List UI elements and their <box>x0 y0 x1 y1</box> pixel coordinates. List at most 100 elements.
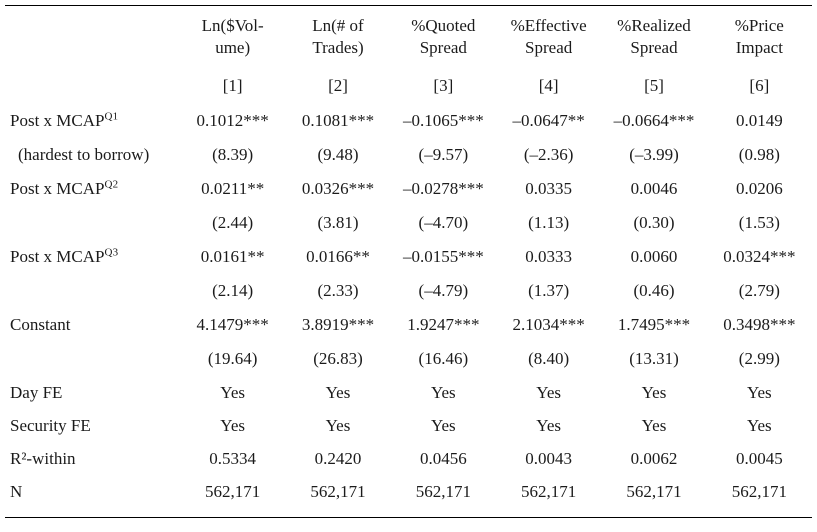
column-header: %Price Impact <box>707 6 812 68</box>
table-cell: 4.1479*** <box>196 315 269 334</box>
table-cell: (26.83) <box>313 349 363 368</box>
table-cell: (1.37) <box>528 281 570 300</box>
row-label-text: Day FE <box>10 382 63 402</box>
row-label <box>5 342 180 376</box>
table-cell: –0.0155*** <box>402 247 484 266</box>
table-cell: 0.0335 <box>525 179 573 198</box>
column-number: [2] <box>328 76 348 95</box>
column-header-line2: Spread <box>630 38 678 57</box>
table-cell: 0.0149 <box>735 111 783 130</box>
regression-table-grid: Ln($Vol-ume) Ln(# of Trades) %Quoted Spread%… <box>5 6 812 508</box>
table-cell: (16.46) <box>418 349 469 368</box>
column-number: [3] <box>433 76 454 95</box>
row-label-text: Security FE <box>10 415 91 435</box>
table-body: Post x MCAPQ1 0.1012*** 0.1081*** –0.1065**… <box>5 104 812 508</box>
table-cell: 562,171 <box>415 481 471 501</box>
table-cell: 0.0333 <box>525 247 573 266</box>
table-cell: 562,171 <box>731 481 787 501</box>
column-header-line1: %Realized <box>617 16 691 35</box>
column-header-line2: ume) <box>215 38 251 57</box>
row-label-text: Post x MCAP <box>10 179 105 198</box>
table-cell: 0.0456 <box>419 448 467 468</box>
column-header-line1: Ln($Vol- <box>201 16 264 35</box>
row-label-superscript: Q3 <box>104 246 119 259</box>
column-header-line1: %Quoted <box>411 16 476 35</box>
table-cell: (2.99) <box>738 349 780 368</box>
row-label-text: Post x MCAP <box>10 111 105 130</box>
column-header-line2: Spread <box>419 38 467 57</box>
header-stub <box>5 6 180 68</box>
table-row: (2.14) (2.33) (–4.79) (1.37) (0.46) (2.79) <box>5 274 812 308</box>
table-row: Day FE Yes Yes Yes Yes Yes Yes <box>5 376 812 409</box>
table-cell: (–2.36) <box>523 145 574 164</box>
table-cell: –0.0664*** <box>613 111 695 130</box>
table-row: R²-within 0.5334 0.2420 0.0456 0.0043 0.0062 0… <box>5 442 812 475</box>
table-cell: 562,171 <box>205 481 261 501</box>
table-row: Security FE Yes Yes Yes Yes Yes Yes <box>5 409 812 442</box>
table-cell: 1.9247*** <box>407 315 480 334</box>
table-cell: Yes <box>536 415 562 435</box>
table-cell: 3.8919*** <box>301 315 375 334</box>
table-cell: 0.1081*** <box>301 111 375 130</box>
table-cell: 562,171 <box>521 481 577 501</box>
column-header-line1: %Effective <box>510 16 587 35</box>
column-number: [6] <box>749 76 770 95</box>
table-cell: –0.1065*** <box>402 111 484 130</box>
column-header-row: Ln($Vol-ume) Ln(# of Trades) %Quoted Spread%… <box>5 6 812 68</box>
table-cell: –0.0647** <box>512 111 585 130</box>
row-label: Post x MCAPQ1 <box>5 104 180 138</box>
table-cell: (2.33) <box>317 281 359 300</box>
table-row: N 562,171 562,171 562,171 562,171 562,171 562,… <box>5 475 812 508</box>
table-cell: (19.64) <box>207 349 258 368</box>
table-cell: 562,171 <box>310 481 366 501</box>
table-header: Ln($Vol-ume) Ln(# of Trades) %Quoted Spread%… <box>5 6 812 104</box>
row-label: Post x MCAPQ3 <box>5 240 180 274</box>
row-label-text: R²-within <box>10 448 76 468</box>
table-cell: Yes <box>641 415 667 435</box>
row-label-superscript: Q1 <box>104 110 119 123</box>
regression-table: Ln($Vol-ume) Ln(# of Trades) %Quoted Spread%… <box>5 5 812 518</box>
row-label: (hardest to borrow) <box>5 138 180 172</box>
column-header: Ln($Vol-ume) <box>180 6 285 68</box>
table-cell: Yes <box>430 382 456 402</box>
row-label: Security FE <box>5 409 180 442</box>
row-label: Constant <box>5 308 180 342</box>
table-cell: 0.0062 <box>630 448 678 468</box>
column-number: [1] <box>222 76 243 95</box>
row-label-text: N <box>10 481 23 501</box>
table-cell: (1.53) <box>738 213 780 232</box>
table-row: Post x MCAPQ1 0.1012*** 0.1081*** –0.1065**… <box>5 104 812 138</box>
table-cell: 1.7495*** <box>617 315 691 334</box>
table-cell: Yes <box>325 415 351 435</box>
table-cell: 0.0166** <box>306 247 370 266</box>
table-cell: 0.0046 <box>630 179 678 198</box>
table-cell: (3.81) <box>317 213 359 232</box>
table-cell: 2.1034*** <box>512 315 585 334</box>
column-number-row: [1] [2] [3] [4] [5] [6] <box>5 68 812 104</box>
row-label: R²-within <box>5 442 180 475</box>
table-cell: Yes <box>430 415 456 435</box>
row-label-text: Post x MCAP <box>10 247 105 266</box>
table-cell: Yes <box>641 382 667 402</box>
table-cell: Yes <box>536 382 562 402</box>
column-header-line1: %Price <box>734 16 784 35</box>
column-header-line1: Ln(# of <box>312 16 364 35</box>
row-label: Day FE <box>5 376 180 409</box>
header-stub <box>5 68 180 104</box>
table-row: Constant 4.1479*** 3.8919*** 1.9247*** 2.103… <box>5 308 812 342</box>
table-cell: 0.0161** <box>200 247 265 266</box>
table-cell: 0.0206 <box>735 179 783 198</box>
table-row: Post x MCAPQ3 0.0161** 0.0166** –0.0155*** 0… <box>5 240 812 274</box>
row-label-text: (hardest to borrow) <box>18 145 150 164</box>
table-cell: 0.0043 <box>525 448 573 468</box>
table-cell: Yes <box>325 382 351 402</box>
table-cell: (2.14) <box>212 281 254 300</box>
table-cell: 0.5334 <box>209 448 257 468</box>
table-cell: (0.46) <box>633 281 675 300</box>
table-cell: (–4.70) <box>418 213 469 232</box>
column-number: [5] <box>644 76 664 95</box>
table-cell: –0.0278*** <box>402 179 484 198</box>
table-cell: (2.79) <box>738 281 780 300</box>
column-header-line2: Spread <box>525 38 573 57</box>
row-label-superscript: Q2 <box>104 178 119 191</box>
